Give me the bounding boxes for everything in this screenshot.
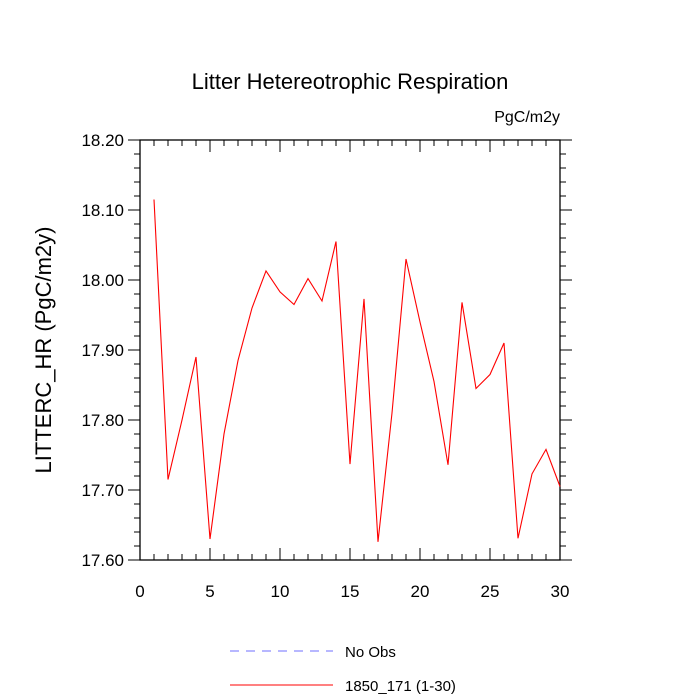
y-tick-label: 18.20 — [81, 131, 124, 150]
plot-area: 0 5 10 15 20 25 30 17.60 17.70 17.80 17.90 18.00 18.… — [81, 131, 572, 601]
y-tick-label: 17.60 — [81, 551, 124, 570]
x-tick-label: 0 — [135, 582, 144, 601]
chart-title: Litter Hetereotrophic Respiration — [192, 69, 509, 94]
legend-label: No Obs — [345, 644, 396, 661]
series-line — [153, 199, 561, 542]
x-tick-label: 20 — [411, 582, 430, 601]
units-label: PgC/m2y — [494, 109, 560, 126]
x-tick-label: 15 — [341, 582, 360, 601]
y-tick-label: 17.90 — [81, 341, 124, 360]
plot-frame — [139, 139, 561, 561]
x-tick-label: 10 — [271, 582, 290, 601]
y-axis-label: LITTERC_HR (PgC/m2y) — [31, 227, 56, 474]
legend-label: 1850_171 (1-30) — [345, 678, 456, 695]
x-tick-label: 30 — [551, 582, 570, 601]
y-tick-label: 17.80 — [81, 411, 124, 430]
x-tick-label: 25 — [481, 582, 500, 601]
y-tick-label: 17.70 — [81, 481, 124, 500]
legend: No Obs 1850_171 (1-30) — [230, 644, 456, 695]
y-tick-label: 18.10 — [81, 201, 124, 220]
y-tick-label: 18.00 — [81, 271, 124, 290]
x-tick-label: 5 — [205, 582, 214, 601]
